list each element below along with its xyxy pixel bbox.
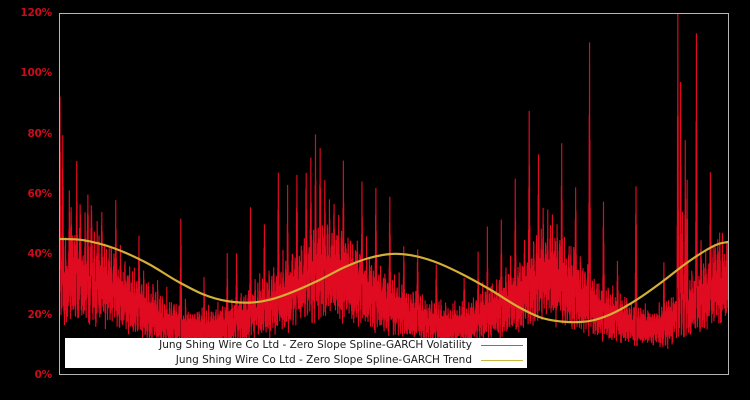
y-axis-tick-label: 80%: [27, 127, 52, 140]
legend-entry-trend: Jung Shing Wire Co Ltd - Zero Slope Spli…: [65, 353, 527, 368]
trend-series: [60, 237, 728, 324]
y-axis-tick-label: 40%: [27, 248, 52, 261]
y-axis-tick-label: 120%: [20, 7, 52, 19]
y-axis-tick-label: 60%: [27, 188, 52, 200]
legend-label-trend: Jung Shing Wire Co Ltd - Zero Slope Spli…: [175, 354, 472, 367]
chart-series-svg: [60, 14, 728, 351]
legend-entry-volatility: Jung Shing Wire Co Ltd - Zero Slope Spli…: [65, 338, 527, 353]
plot-area: [59, 13, 729, 375]
y-axis-tick-label: 0%: [34, 369, 53, 381]
legend-label-volatility: Jung Shing Wire Co Ltd - Zero Slope Spli…: [159, 339, 472, 352]
y-axis-tick-label: 20%: [27, 308, 52, 321]
y-axis: 0% 20% 40% 60% 80% 100% 120%: [0, 0, 59, 400]
volatility-series: [60, 14, 728, 351]
legend-swatch-trend: [481, 360, 523, 361]
y-axis-tick-label: 100%: [20, 67, 52, 80]
chart-legend: Jung Shing Wire Co Ltd - Zero Slope Spli…: [65, 338, 527, 368]
legend-swatch-volatility: [481, 345, 523, 346]
volatility-line: [60, 14, 728, 351]
